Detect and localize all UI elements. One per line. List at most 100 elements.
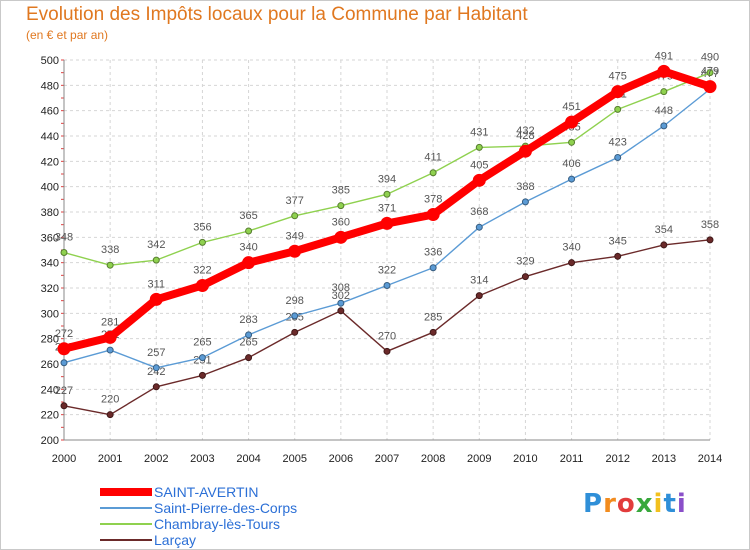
- data-label-chambray-les-tours: 432: [516, 125, 534, 137]
- data-label-chambray-les-tours: 338: [101, 244, 119, 256]
- data-label-saint-avertin: 340: [239, 242, 257, 254]
- x-tick-label: 2003: [190, 453, 214, 465]
- data-point-saint-avertin: [195, 278, 209, 292]
- data-label-larcay: 345: [609, 235, 627, 247]
- data-point-chambray-les-tours: [106, 261, 114, 269]
- data-point-saint-pierre-des-corps: [475, 223, 483, 231]
- data-point-saint-pierre-des-corps: [429, 264, 437, 272]
- data-point-saint-pierre-des-corps: [614, 154, 622, 162]
- data-point-chambray-les-tours: [60, 249, 68, 257]
- data-point-chambray-les-tours: [568, 138, 576, 146]
- legend-label: Chambray-lès-Tours: [154, 516, 281, 532]
- x-tick-label: 2012: [605, 453, 629, 465]
- data-point-larcay: [521, 273, 529, 281]
- chart-subtitle: (en € et par an): [26, 28, 109, 42]
- data-point-saint-pierre-des-corps: [568, 175, 576, 183]
- data-label-chambray-les-tours: 490: [701, 52, 719, 64]
- data-point-larcay: [429, 328, 437, 336]
- data-label-larcay: 329: [516, 256, 534, 268]
- y-tick-label: 500: [41, 55, 59, 67]
- x-tick-label: 2009: [467, 453, 491, 465]
- data-point-larcay: [291, 328, 299, 336]
- data-label-chambray-les-tours: 431: [470, 126, 488, 138]
- data-label-saint-pierre-des-corps: 368: [470, 206, 488, 218]
- y-tick-label: 240: [41, 384, 59, 396]
- data-label-larcay: 302: [332, 290, 350, 302]
- data-label-saint-avertin: 360: [332, 216, 350, 228]
- legend-label: Saint-Pierre-des-Corps: [154, 500, 298, 516]
- data-point-saint-avertin: [57, 342, 71, 356]
- chart-legend: SAINT-AVERTIN Saint-Pierre-des-Corps Chamb…: [100, 484, 297, 548]
- data-label-saint-avertin: 311: [148, 278, 166, 290]
- data-label-saint-avertin: 322: [193, 264, 211, 276]
- data-label-saint-avertin: 451: [562, 101, 580, 113]
- x-tick-label: 2008: [421, 453, 445, 465]
- data-point-saint-pierre-des-corps: [291, 312, 299, 320]
- legend-item: Chambray-lès-Tours: [100, 516, 297, 532]
- data-label-saint-avertin: 272: [55, 328, 73, 340]
- data-point-larcay: [60, 402, 68, 410]
- logo-letter: r: [603, 489, 617, 519]
- plot-area: [64, 60, 710, 440]
- data-label-saint-avertin: 281: [101, 316, 119, 328]
- y-tick-label: 340: [41, 258, 59, 270]
- data-label-saint-pierre-des-corps: 388: [516, 181, 534, 193]
- x-tick-label: 2000: [52, 453, 76, 465]
- data-point-chambray-les-tours: [475, 143, 483, 151]
- data-point-saint-pierre-des-corps: [198, 354, 206, 362]
- data-label-larcay: 270: [378, 330, 396, 342]
- data-point-larcay: [475, 292, 483, 300]
- data-label-chambray-les-tours: 377: [286, 195, 304, 207]
- data-point-larcay: [383, 347, 391, 355]
- data-point-chambray-les-tours: [429, 169, 437, 177]
- data-point-saint-avertin: [334, 230, 348, 244]
- data-label-saint-avertin: 491: [655, 50, 673, 62]
- legend-item: Larçay: [100, 532, 297, 548]
- data-point-saint-avertin: [472, 173, 486, 187]
- legend-swatch: [100, 507, 152, 509]
- data-point-saint-avertin: [288, 244, 302, 258]
- data-point-chambray-les-tours: [614, 105, 622, 113]
- data-point-saint-avertin: [380, 216, 394, 230]
- data-point-saint-pierre-des-corps: [152, 364, 160, 372]
- y-tick-label: 460: [41, 106, 59, 118]
- data-point-saint-avertin: [657, 64, 671, 78]
- y-tick-label: 440: [41, 131, 59, 143]
- data-point-larcay: [337, 307, 345, 315]
- data-label-larcay: 358: [701, 219, 719, 231]
- y-tick-label: 300: [41, 308, 59, 320]
- x-tick-label: 2014: [698, 453, 722, 465]
- x-tick-label: 2010: [513, 453, 537, 465]
- logo-letter: P: [583, 489, 604, 519]
- x-tick-label: 2002: [144, 453, 168, 465]
- data-point-saint-avertin: [426, 208, 440, 222]
- data-point-chambray-les-tours: [660, 88, 668, 96]
- data-point-chambray-les-tours: [291, 212, 299, 220]
- data-label-chambray-les-tours: 348: [55, 232, 73, 244]
- legend-label: Larçay: [154, 532, 197, 548]
- data-label-saint-avertin: 479: [701, 66, 719, 78]
- legend-swatch: [100, 539, 152, 541]
- y-tick-label: 420: [41, 156, 59, 168]
- y-tick-label: 380: [41, 207, 59, 219]
- data-label-saint-pierre-des-corps: 308: [332, 282, 350, 294]
- y-tick-label: 320: [41, 283, 59, 295]
- y-tick-label: 360: [41, 232, 59, 244]
- y-tick-label: 280: [41, 334, 59, 346]
- x-tick-label: 2011: [560, 453, 584, 465]
- data-point-saint-pierre-des-corps: [245, 331, 253, 339]
- legend-item: Saint-Pierre-des-Corps: [100, 500, 297, 516]
- x-tick-label: 2007: [375, 453, 399, 465]
- data-label-saint-avertin: 349: [286, 230, 304, 242]
- y-tick-label: 260: [41, 359, 59, 371]
- data-label-larcay: 227: [55, 385, 73, 397]
- legend-item: SAINT-AVERTIN: [100, 484, 297, 500]
- data-label-saint-avertin: 428: [516, 130, 534, 142]
- proxiti-logo: Proxiti: [583, 489, 687, 519]
- data-label-saint-pierre-des-corps: 265: [193, 337, 211, 349]
- data-label-chambray-les-tours: 394: [378, 173, 396, 185]
- x-tick-label: 2004: [236, 453, 260, 465]
- data-label-saint-avertin: 378: [424, 194, 442, 206]
- legend-swatch: [100, 523, 152, 525]
- data-label-chambray-les-tours: 356: [193, 221, 211, 233]
